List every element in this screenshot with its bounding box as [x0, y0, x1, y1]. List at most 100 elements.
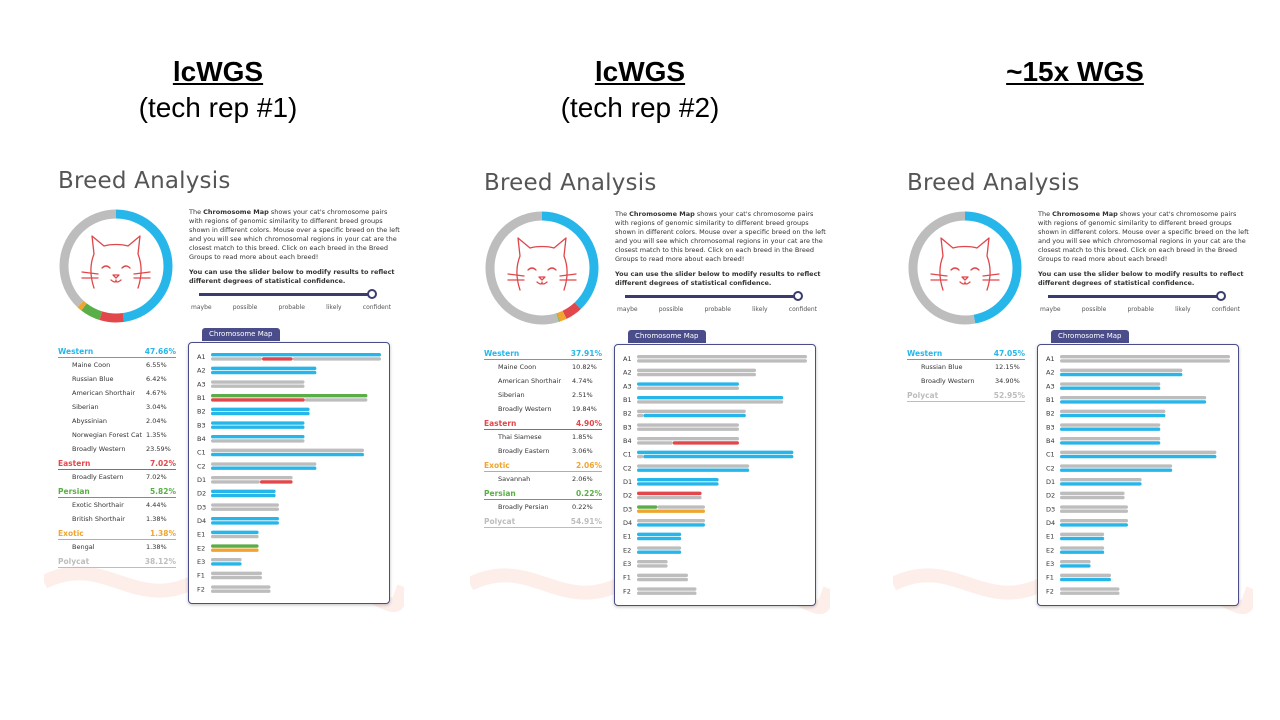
- chromosome-segment-f2-2-polycat[interactable]: [1060, 591, 1120, 595]
- chromosome-segment-c1-1-polycat[interactable]: [1060, 450, 1217, 455]
- chromosome-segment-e3-1-polycat[interactable]: [637, 560, 668, 564]
- chromosome-segment-c2-2-western[interactable]: [637, 468, 750, 472]
- breed-item-maine-coon[interactable]: Maine Coon 6.55%: [58, 358, 176, 372]
- slider-label-maybe[interactable]: maybe: [191, 304, 212, 311]
- breed-name[interactable]: Broadly Western: [498, 405, 552, 413]
- chromosome-segment-d3-1-polycat[interactable]: [657, 505, 705, 509]
- group-name[interactable]: Eastern: [484, 419, 517, 428]
- chromosome-segment-a2-1-western[interactable]: [211, 366, 317, 371]
- breed-item-broadly-western[interactable]: Broadly Western 34.90%: [907, 374, 1025, 388]
- chromosome-segment-d1-2-polycat[interactable]: [211, 480, 260, 484]
- chromosome-segment-b4-2-polycat[interactable]: [211, 439, 305, 443]
- breed-item-siberian[interactable]: Siberian 2.51%: [484, 388, 602, 402]
- chromosome-segment-f1-1-polycat[interactable]: [211, 571, 262, 576]
- chromosome-segment-b1-1-persian[interactable]: [211, 394, 368, 398]
- chromosome-segment-e1-1-western[interactable]: [637, 532, 682, 537]
- breed-name[interactable]: Thai Siamese: [498, 433, 542, 441]
- chromosome-segment-f1-2-polycat[interactable]: [637, 577, 688, 582]
- chromosome-segment-a1-2-polycat[interactable]: [637, 359, 807, 363]
- breed-name[interactable]: Maine Coon: [72, 361, 111, 369]
- chromosome-segment-b1-2-polycat[interactable]: [637, 400, 784, 404]
- breed-group-western[interactable]: Western 47.66%: [58, 347, 176, 358]
- chromosome-segment-a1-1-western[interactable]: [211, 353, 381, 357]
- slider-label-confident[interactable]: confident: [1211, 306, 1240, 313]
- chromosome-segment-a1-2-polycat[interactable]: [211, 357, 262, 361]
- slider-label-probable[interactable]: probable: [704, 306, 731, 313]
- chromosome-segment-d2-1-eastern[interactable]: [637, 491, 702, 496]
- chromosome-segment-a1-2-eastern[interactable]: [262, 357, 293, 361]
- breed-name[interactable]: Savannah: [498, 475, 531, 483]
- chromosome-segment-f2-1-polycat[interactable]: [1060, 587, 1120, 591]
- chromosome-segment-d1-2-western[interactable]: [1060, 482, 1142, 486]
- chromosome-segment-a2-2-polycat[interactable]: [637, 372, 756, 377]
- chromosome-segment-e3-1-polycat[interactable]: [211, 558, 242, 562]
- breed-name[interactable]: Siberian: [72, 403, 99, 411]
- chromosome-segment-c2-1-polycat[interactable]: [211, 462, 317, 466]
- chromosome-map-tab[interactable]: Chromosome Map: [202, 328, 280, 341]
- chromosome-segment-b4-1-western[interactable]: [211, 435, 305, 439]
- chromosome-segment-a1-2-polycat[interactable]: [1060, 359, 1230, 363]
- chromosome-segment-e1-2-western[interactable]: [637, 536, 682, 541]
- breed-item-russian-blue[interactable]: Russian Blue 12.15%: [907, 360, 1025, 374]
- breed-item-siberian[interactable]: Siberian 3.04%: [58, 400, 176, 414]
- slider-label-possible[interactable]: possible: [1081, 306, 1107, 313]
- chromosome-segment-b3-2-polycat[interactable]: [637, 427, 739, 431]
- slider-label-likely[interactable]: likely: [1175, 306, 1191, 313]
- chromosome-segment-c1-1-polycat[interactable]: [211, 448, 364, 453]
- breed-item-bengal[interactable]: Bengal 1.38%: [58, 540, 176, 554]
- breed-item-broadly-western[interactable]: Broadly Western 23.59%: [58, 442, 176, 456]
- group-name[interactable]: Eastern: [58, 459, 91, 468]
- breed-item-savannah[interactable]: Savannah 2.06%: [484, 472, 602, 486]
- breed-group-western[interactable]: Western 47.05%: [907, 349, 1025, 360]
- slider-label-confident[interactable]: confident: [362, 304, 391, 311]
- chromosome-segment-b3-2-western[interactable]: [1060, 427, 1161, 431]
- chromosome-segment-c2-2-western[interactable]: [1060, 468, 1173, 472]
- breed-group-exotic[interactable]: Exotic 2.06%: [484, 461, 602, 472]
- chromosome-segment-a2-2-western[interactable]: [211, 370, 317, 375]
- chromosome-segment-e1-2-polycat[interactable]: [211, 534, 259, 539]
- chromosome-segment-e2-2-western[interactable]: [1060, 550, 1105, 554]
- chromosome-segment-d4-1-western[interactable]: [211, 517, 279, 521]
- group-name[interactable]: Western: [484, 349, 520, 358]
- chromosome-segment-f2-1-polycat[interactable]: [637, 587, 697, 591]
- chromosome-map-tab[interactable]: Chromosome Map: [628, 330, 706, 343]
- chromosome-segment-b2-2-western[interactable]: [1060, 413, 1166, 418]
- chromosome-segment-a3-1-polycat[interactable]: [211, 380, 305, 384]
- slider-handle[interactable]: [367, 289, 377, 299]
- chromosome-segment-c1-2-polycat[interactable]: [637, 454, 644, 459]
- group-name[interactable]: Polycat: [484, 517, 516, 526]
- chromosome-map-tab[interactable]: Chromosome Map: [1051, 330, 1129, 343]
- chromosome-segment-b4-2-eastern[interactable]: [672, 441, 739, 445]
- chromosome-segment-d4-2-western[interactable]: [1060, 523, 1128, 527]
- chromosome-segment-d1-1-polycat[interactable]: [211, 476, 293, 480]
- chromosome-segment-b2-2-polycat[interactable]: [637, 413, 644, 418]
- chromosome-segment-e2-1-polycat[interactable]: [637, 546, 682, 550]
- breed-name[interactable]: Bengal: [72, 543, 95, 551]
- chromosome-segment-b3-1-polycat[interactable]: [1060, 423, 1161, 427]
- group-name[interactable]: Western: [907, 349, 943, 358]
- chromosome-segment-a3-1-polycat[interactable]: [1060, 382, 1161, 386]
- breed-group-polycat[interactable]: Polycat 38.12%: [58, 557, 176, 568]
- chromosome-segment-f1-2-western[interactable]: [1060, 577, 1111, 582]
- chromosome-segment-a3-2-polycat[interactable]: [211, 384, 305, 388]
- group-name[interactable]: Persian: [484, 489, 516, 498]
- breed-item-abyssinian[interactable]: Abyssinian 2.04%: [58, 414, 176, 428]
- breed-name[interactable]: Maine Coon: [498, 363, 537, 371]
- slider-handle[interactable]: [1216, 291, 1226, 301]
- slider-label-confident[interactable]: confident: [788, 306, 817, 313]
- chromosome-segment-d4-2-western[interactable]: [211, 521, 279, 525]
- chromosome-segment-b1-1-western[interactable]: [637, 396, 784, 400]
- confidence-slider[interactable]: maybe possible probable likely confident: [617, 290, 817, 320]
- chromosome-segment-b2-2-western[interactable]: [643, 413, 746, 418]
- breed-name[interactable]: American Shorthair: [72, 389, 136, 397]
- chromosome-segment-b4-2-western[interactable]: [1060, 441, 1161, 445]
- chromosome-segment-b1-2-polycat[interactable]: [304, 398, 368, 402]
- chromosome-segment-a1-1-polycat[interactable]: [1060, 355, 1230, 359]
- chromosome-segment-b1-2-eastern[interactable]: [211, 398, 305, 402]
- chromosome-segment-e3-2-western[interactable]: [211, 562, 242, 566]
- chromosome-segment-c2-1-polycat[interactable]: [637, 464, 750, 468]
- breed-group-western[interactable]: Western 37.91%: [484, 349, 602, 360]
- chromosome-segment-d3-2-exotic[interactable]: [637, 509, 705, 513]
- breed-name[interactable]: Broadly Western: [921, 377, 975, 385]
- breed-item-british-shorthair[interactable]: British Shorthair 1.38%: [58, 512, 176, 526]
